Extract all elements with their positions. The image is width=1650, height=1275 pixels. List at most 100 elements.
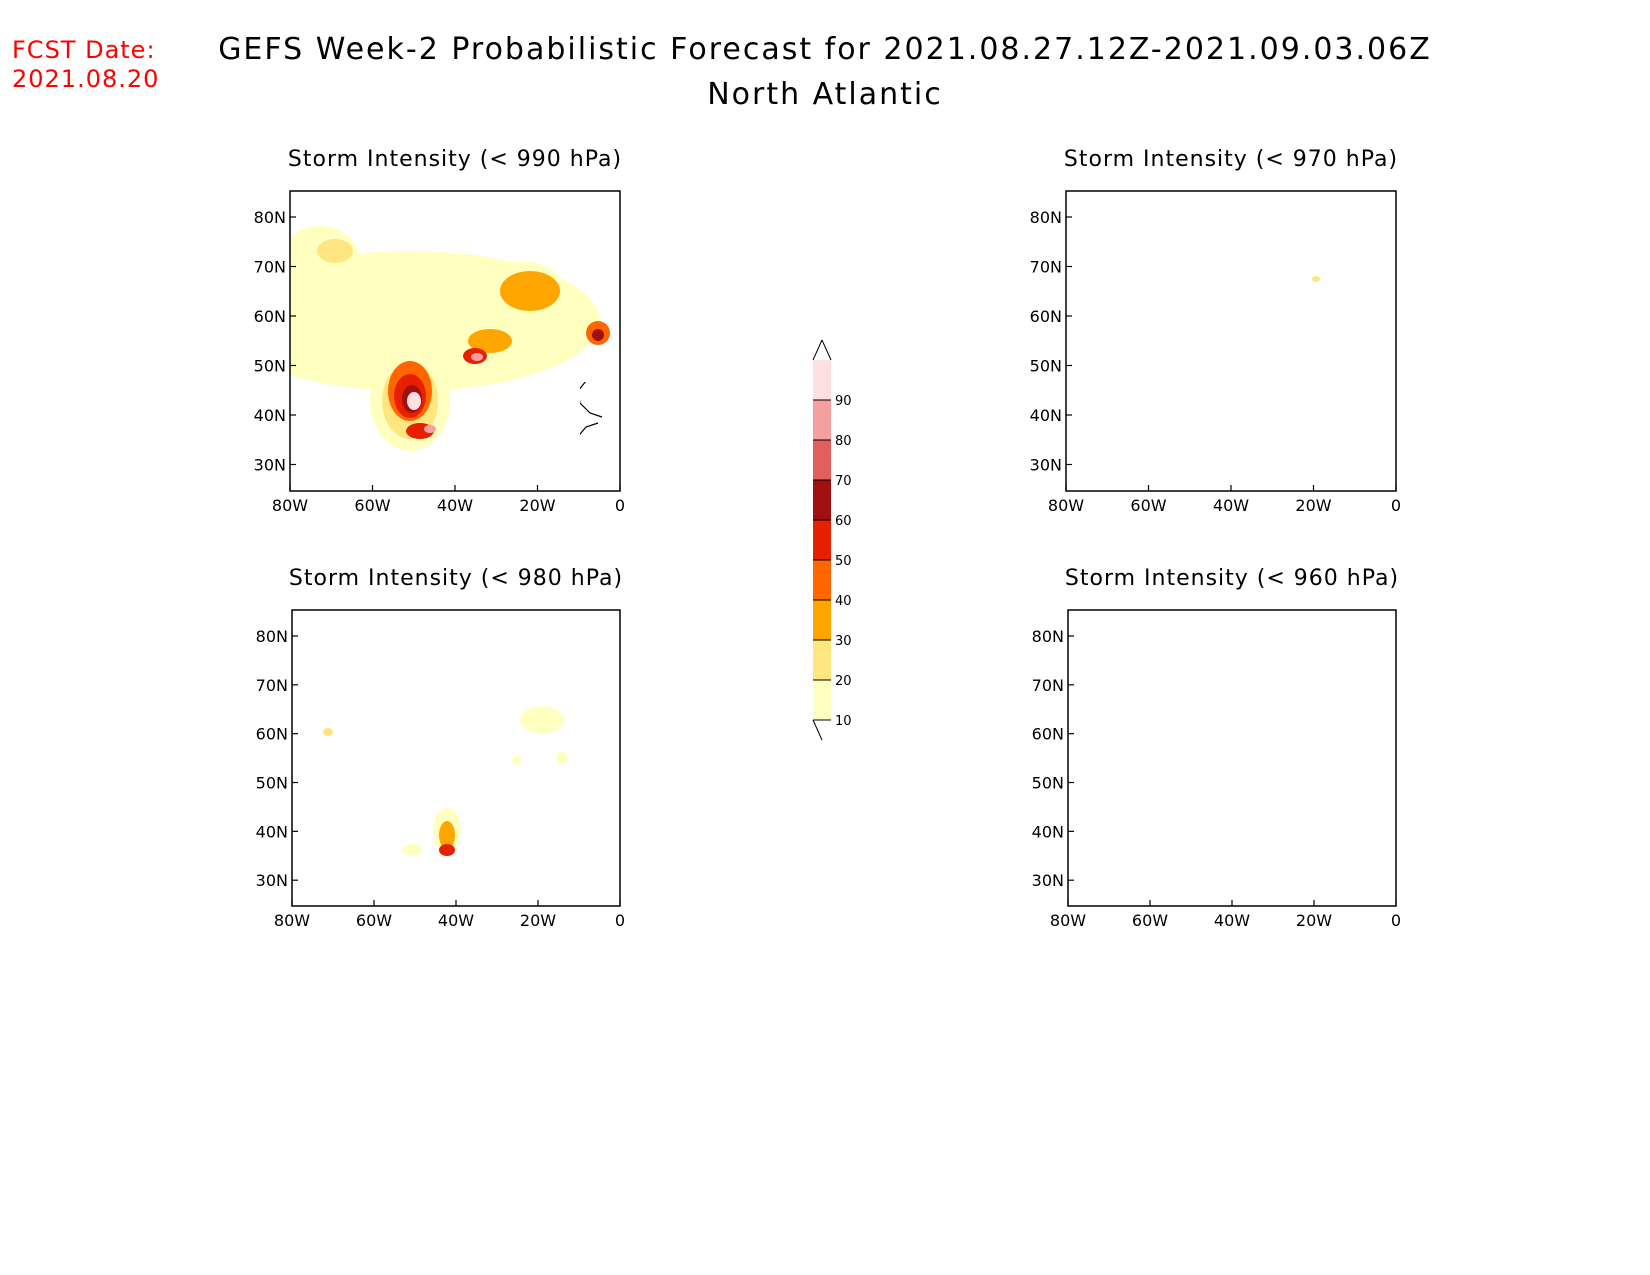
- lat-tick-label: 50N: [256, 774, 288, 793]
- probability-area: [439, 844, 455, 856]
- colorbar-label: 60: [835, 514, 852, 529]
- lon-tick-label: 20W: [520, 911, 556, 930]
- lat-tick-label: 30N: [256, 871, 288, 890]
- probability-shading: [323, 706, 568, 856]
- colorbar-label: 30: [835, 634, 852, 649]
- lat-tick-label: 50N: [254, 357, 286, 376]
- lat-tick-label: 50N: [1030, 357, 1062, 376]
- lon-tick-label: 40W: [1214, 911, 1250, 930]
- colorbar-label: 90: [835, 394, 852, 409]
- lat-tick-label: 60N: [1032, 725, 1064, 744]
- panel-title: Storm Intensity (< 980 hPa): [289, 566, 623, 591]
- lat-tick-label: 70N: [1032, 676, 1064, 695]
- lon-tick-label: 0: [1391, 496, 1401, 515]
- colorbar-label: 20: [835, 674, 852, 689]
- probability-area: [512, 755, 522, 765]
- colorbar-label: 40: [835, 594, 852, 609]
- lon-tick-label: 20W: [1296, 911, 1332, 930]
- colorbar-segment: [813, 560, 831, 600]
- forecast-date-label: FCST Date:: [12, 36, 156, 64]
- lat-tick-label: 70N: [256, 676, 288, 695]
- colorbar-label: 80: [835, 434, 852, 449]
- colorbar-label: 70: [835, 474, 852, 489]
- lat-tick-label: 50N: [1032, 774, 1064, 793]
- colorbar-segment: [813, 600, 831, 640]
- lon-tick-label: 60W: [354, 496, 390, 515]
- probability-area: [402, 844, 422, 856]
- panel-title: Storm Intensity (< 990 hPa): [288, 147, 622, 172]
- probability-area: [471, 353, 483, 361]
- lon-tick-label: 40W: [437, 496, 473, 515]
- coastline: [1068, 621, 1378, 888]
- lon-tick-label: 0: [1391, 911, 1401, 930]
- probability-area: [556, 752, 568, 764]
- map-panel-2: Storm Intensity (< 970 hPa) 80W 60W 40W 20W 0…: [1030, 147, 1401, 515]
- colorbar-segment: [813, 360, 831, 400]
- lon-tick-label: 0: [615, 911, 625, 930]
- lon-tick-label: 60W: [1130, 496, 1166, 515]
- forecast-date-value: 2021.08.20: [12, 65, 160, 93]
- map-panel-3: Storm Intensity (< 980 hPa) 80W 60W 40W 20W 0…: [256, 566, 625, 930]
- colorbar-segment: [813, 680, 831, 720]
- colorbar-segment: [813, 640, 831, 680]
- lat-tick-label: 80N: [254, 208, 286, 227]
- lon-tick-label: 80W: [274, 911, 310, 930]
- page-title: GEFS Week-2 Probabilistic Forecast for 2…: [218, 32, 1432, 67]
- probability-area: [439, 821, 455, 849]
- probability-area: [424, 425, 436, 433]
- probability-area: [317, 239, 353, 263]
- map-panel-1: Storm Intensity (< 990 hPa) 80W 60W 40W 20W 0…: [254, 147, 625, 515]
- lon-tick-label: 40W: [438, 911, 474, 930]
- lon-tick-label: 60W: [1132, 911, 1168, 930]
- lat-tick-label: 30N: [1032, 871, 1064, 890]
- lat-tick-label: 40N: [254, 406, 286, 425]
- probability-area: [290, 226, 360, 296]
- colorbar-segment: [813, 480, 831, 520]
- colorbar-segment: [813, 400, 831, 440]
- lon-tick-label: 20W: [519, 496, 555, 515]
- map-frame: [1065, 190, 1397, 492]
- lat-tick-label: 80N: [1032, 627, 1064, 646]
- lon-tick-label: 80W: [1048, 496, 1084, 515]
- colorbar-label: 10: [835, 714, 852, 729]
- colorbar: 10 20 30 40 50 60 70 80 90: [812, 339, 852, 741]
- lat-tick-label: 70N: [254, 258, 286, 277]
- lon-tick-label: 20W: [1295, 496, 1331, 515]
- lat-tick-label: 60N: [254, 307, 286, 326]
- probability-area: [520, 706, 564, 734]
- colorbar-segment: [813, 440, 831, 480]
- panel-title: Storm Intensity (< 960 hPa): [1065, 566, 1399, 591]
- lat-tick-label: 40N: [1032, 822, 1064, 841]
- panel-title: Storm Intensity (< 970 hPa): [1064, 147, 1398, 172]
- lon-tick-label: 40W: [1213, 496, 1249, 515]
- lat-tick-label: 60N: [256, 725, 288, 744]
- lat-tick-label: 80N: [256, 627, 288, 646]
- lat-tick-label: 30N: [1030, 456, 1062, 475]
- lat-tick-label: 70N: [1030, 258, 1062, 277]
- map-panel-4: Storm Intensity (< 960 hPa) 80W 60W 40W 20W 0…: [1032, 566, 1401, 930]
- forecast-date-block: FCST Date: 2021.08.20: [12, 36, 159, 94]
- lat-tick-label: 40N: [1030, 406, 1062, 425]
- lon-tick-label: 80W: [1050, 911, 1086, 930]
- colorbar-label: 50: [835, 554, 852, 569]
- lat-tick-label: 40N: [256, 822, 288, 841]
- page-subtitle: North Atlantic: [707, 77, 943, 112]
- probability-area: [323, 728, 333, 736]
- lon-tick-label: 0: [615, 496, 625, 515]
- probability-area: [407, 392, 421, 410]
- lon-tick-label: 60W: [356, 911, 392, 930]
- lat-tick-label: 60N: [1030, 307, 1062, 326]
- probability-area: [468, 329, 512, 353]
- probability-area: [592, 329, 604, 341]
- lat-tick-label: 30N: [254, 456, 286, 475]
- coastline: [1066, 202, 1378, 473]
- probability-shading: [290, 226, 610, 451]
- map-frame: [291, 609, 621, 907]
- map-frame: [1067, 609, 1397, 907]
- probability-area: [1312, 276, 1320, 282]
- probability-area: [500, 271, 560, 311]
- lat-tick-label: 80N: [1030, 208, 1062, 227]
- colorbar-segment: [813, 520, 831, 560]
- lon-tick-label: 80W: [272, 496, 308, 515]
